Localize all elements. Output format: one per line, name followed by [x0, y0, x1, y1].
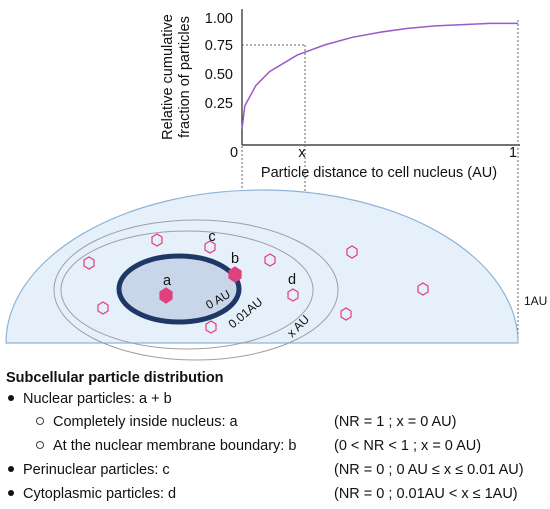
particle-hexagon: [151, 233, 163, 247]
particle-hexagon: [346, 245, 358, 259]
sub-bullet-icon: [36, 441, 44, 450]
particle-hexagon: [264, 253, 276, 267]
x-tick-label-x: x: [298, 145, 306, 161]
sub-bullet-icon: [36, 417, 44, 426]
cumulative-chart: 1.00 0.75 0.50 0.25 Relative cumulative …: [160, 9, 520, 181]
cell-diagram: a b c d 0 AU 0.01AU x AU 1AU: [5, 189, 547, 361]
legend-title: Subcellular particle distribution: [6, 370, 224, 386]
legend-inside-text: Completely inside nucleus: a: [53, 414, 238, 430]
bullet-icon: [8, 395, 14, 402]
label-d: d: [288, 272, 296, 288]
legend-boundary-text: At the nuclear membrane boundary: b: [53, 438, 297, 454]
cumulative-curve: [241, 22, 518, 129]
y-tick-label: 0.25: [205, 96, 233, 112]
cell-cytoplasm: [5, 189, 519, 344]
label-c: c: [208, 229, 215, 245]
y-axis-label-line1: Relative cumulative: [160, 14, 176, 140]
legend-item-cytoplasmic: Cytoplasmic particles: d: [8, 485, 176, 503]
particle-b: [228, 266, 242, 283]
particle-distribution-legend: Subcellular particle distribution Nuclea…: [0, 366, 550, 509]
figure-canvas: 1.00 0.75 0.50 0.25 Relative cumulative …: [5, 9, 547, 361]
particle-a: [159, 287, 173, 304]
legend-nuclear-text: Nuclear particles: a + b: [23, 391, 172, 407]
legend-item-nuclear: Nuclear particles: a + b: [8, 390, 172, 408]
particle-hexagon: [340, 307, 352, 321]
legend-item-boundary: At the nuclear membrane boundary: b: [36, 437, 296, 455]
legend-boundary-condition: (0 < NR < 1 ; x = 0 AU): [334, 438, 482, 454]
legend-cytoplasmic-condition: (NR = 0 ; 0.01AU < x ≤ 1AU): [334, 486, 518, 502]
legend-item-inside: Completely inside nucleus: a: [36, 413, 238, 431]
x-axis-label: Particle distance to cell nucleus (AU): [261, 165, 497, 181]
x-tick-label-zero: 0: [230, 145, 238, 161]
bullet-icon: [8, 466, 14, 473]
y-tick-label: 0.50: [205, 67, 233, 83]
ring-001-au: [60, 230, 314, 350]
particle-hexagon: [417, 282, 429, 296]
ring-x-au: [53, 219, 339, 361]
x-tick-label-one: 1: [509, 145, 517, 161]
particle-hexagon: [97, 301, 109, 315]
particle-d: [287, 288, 299, 302]
nucleus: [116, 253, 242, 325]
legend-perinuclear-text: Perinuclear particles: c: [23, 462, 170, 478]
label-a: a: [163, 273, 172, 289]
particle-hexagon: [83, 256, 95, 270]
legend-cytoplasmic-text: Cytoplasmic particles: d: [23, 486, 177, 502]
legend-perinuclear-condition: (NR = 0 ; 0 AU ≤ x ≤ 0.01 AU): [334, 462, 524, 478]
legend-inside-condition: (NR = 1 ; x = 0 AU): [334, 414, 457, 430]
y-axis-label-line2: fraction of particles: [177, 16, 193, 138]
particles: [83, 233, 429, 334]
y-tick-label: 1.00: [205, 11, 233, 27]
bullet-icon: [8, 490, 14, 497]
particle-hexagon: [205, 320, 217, 334]
y-tick-label: 0.75: [205, 38, 233, 54]
legend-item-perinuclear: Perinuclear particles: c: [8, 461, 170, 479]
particle-c: [204, 240, 216, 254]
label-1-au: 1AU: [524, 294, 547, 308]
label-b: b: [231, 251, 239, 267]
